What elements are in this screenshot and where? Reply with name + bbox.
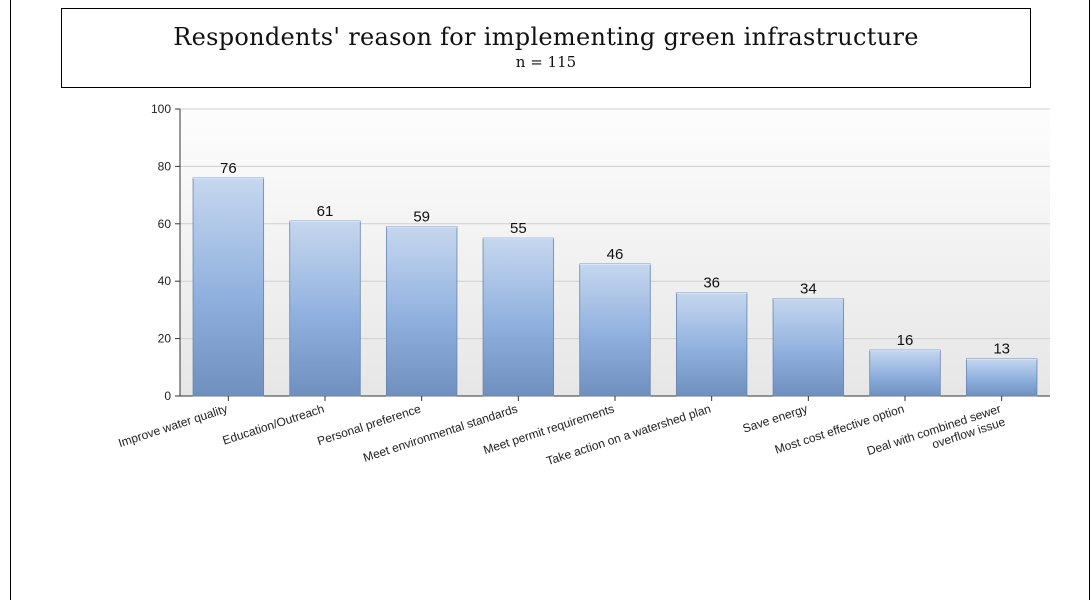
chart-title-box: Respondents' reason for implementing gre…	[61, 8, 1031, 88]
bar-value-label: 34	[800, 280, 817, 297]
figure-frame	[10, 0, 1090, 600]
x-category-label: Save energy	[741, 402, 809, 436]
y-tick-label: 80	[158, 159, 172, 173]
bar	[675, 292, 748, 397]
x-category-label-line: Improve water quality	[116, 402, 229, 451]
bar-value-label: 76	[220, 160, 237, 177]
bar-chart: 0 20 40 60 80 100 76 Improve water quality 61 Edu…	[116, 102, 1050, 469]
bar	[385, 226, 458, 397]
x-category-label-line: Meet environmental standards	[361, 402, 519, 465]
chart-subtitle: n = 115	[515, 53, 577, 71]
bar	[579, 263, 651, 397]
bar-value-label: 13	[993, 341, 1010, 358]
x-category-label-line: Take action on a watershed plan	[545, 402, 713, 469]
y-tick-label: 100	[151, 102, 171, 116]
x-category-label: Meet environmental standards	[361, 402, 519, 465]
bar-value-label: 36	[703, 275, 720, 292]
bar	[289, 220, 361, 397]
y-tick-label: 0	[164, 389, 171, 403]
y-tick-label: 20	[158, 332, 172, 346]
bar	[869, 349, 941, 397]
bar-value-label: 59	[413, 209, 430, 226]
x-category-label: Education/Outreach	[221, 402, 326, 448]
bar-value-label: 16	[897, 332, 914, 349]
y-tick-label: 60	[158, 217, 172, 231]
bar-value-label: 55	[510, 220, 527, 237]
bar-value-label: 46	[607, 246, 624, 263]
x-category-label-line: Education/Outreach	[221, 402, 326, 448]
bar	[965, 358, 1038, 397]
x-category-label: Take action on a watershed plan	[545, 402, 713, 469]
x-category-label: Improve water quality	[116, 402, 229, 451]
bar	[772, 298, 845, 397]
y-tick-label: 40	[158, 274, 172, 288]
chart-title: Respondents' reason for implementing gre…	[173, 23, 919, 51]
bar-value-label: 61	[317, 203, 334, 220]
bar	[192, 177, 265, 397]
bar	[482, 237, 555, 397]
x-category-label-line: Save energy	[741, 402, 809, 436]
